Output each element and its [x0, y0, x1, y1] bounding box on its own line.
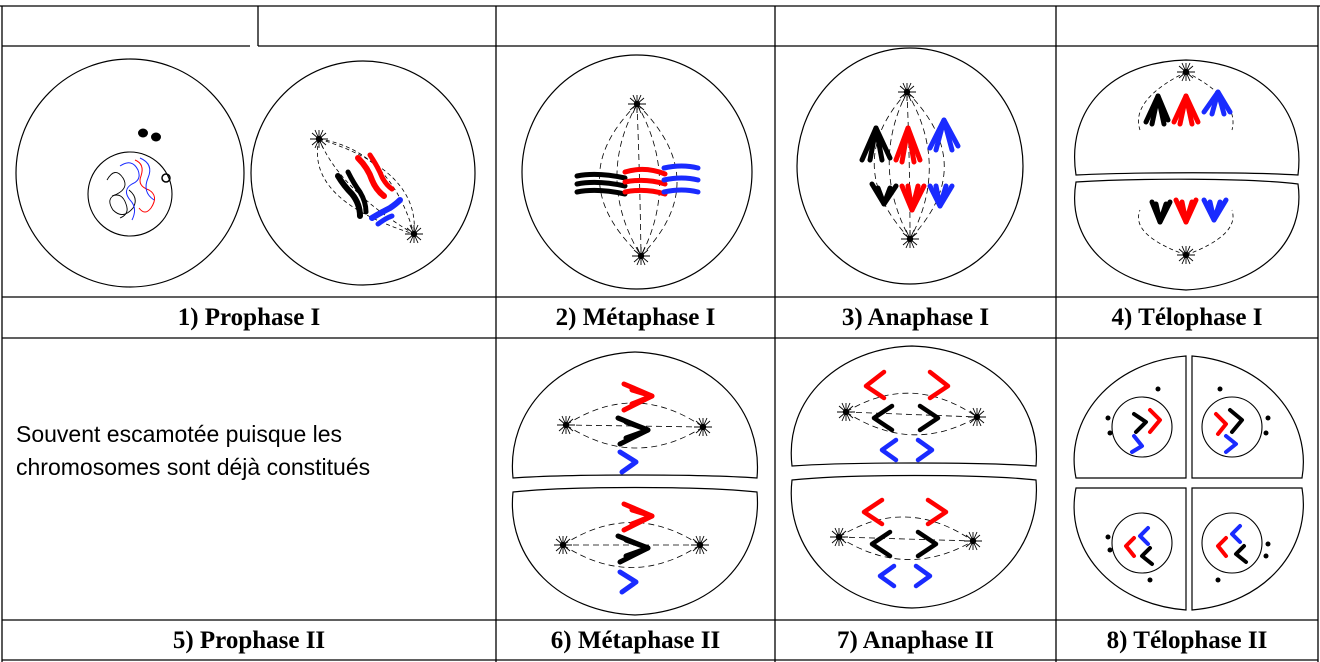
caption-prophase-2: 5) Prophase II: [172, 627, 326, 654]
caption-anaphase-1: 3) Anaphase I: [841, 304, 990, 331]
caption-prophase-1: 1) Prophase I: [177, 304, 321, 331]
caption-anaphase-2: 7) Anaphase II: [837, 627, 994, 654]
metaphase-2-cell: [511, 351, 759, 616]
prophase-1-cell-b: [250, 60, 476, 286]
caption-metaphase-2: 6) Métaphase II: [550, 627, 721, 654]
anaphase-1-cell: [796, 47, 1024, 285]
anaphase-2-cell: [790, 345, 1037, 609]
prophase-1-cell-a: [15, 58, 245, 288]
telophase-1-cell: [1074, 59, 1300, 291]
caption-telophase-1: 4) Télophase I: [1111, 304, 1263, 331]
prophase-2-note: Souvent escamotée puisque les chromosome…: [16, 421, 371, 480]
caption-telophase-2: 8) Télophase II: [1106, 627, 1268, 654]
metaphase-1-cell: [521, 54, 753, 290]
caption-metaphase-1: 2) Métaphase I: [555, 304, 716, 331]
telophase-2-cell: [1073, 355, 1304, 611]
